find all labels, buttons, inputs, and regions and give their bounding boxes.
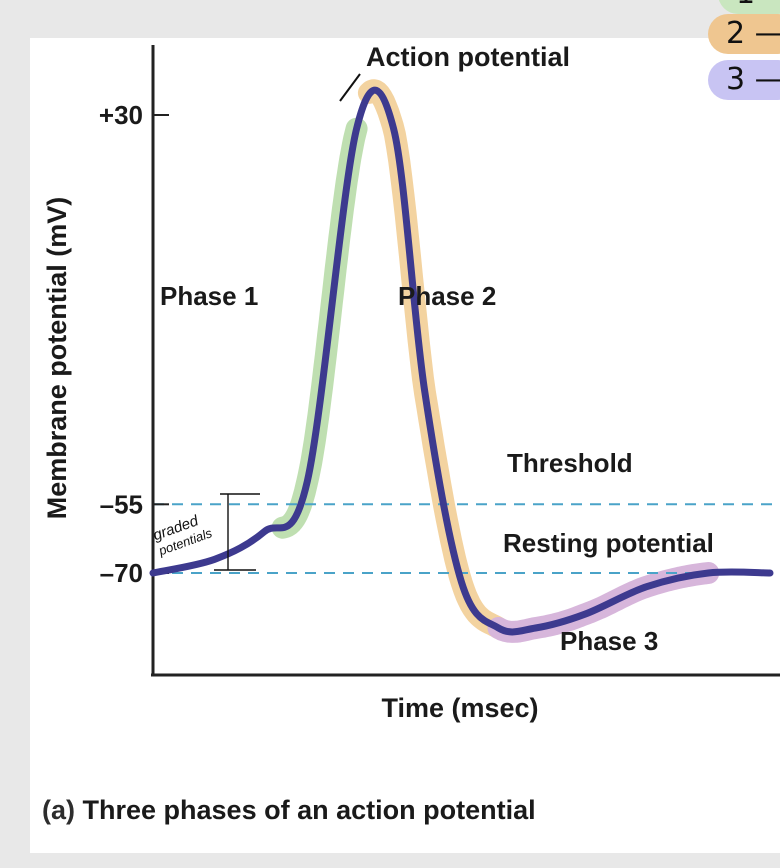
y-tick-label: –55 — [100, 489, 143, 519]
phase-band-2 — [357, 79, 510, 639]
phase-3-legend-pill: 3 — — [708, 60, 780, 100]
phase-3-legend-text: 3 — — [726, 62, 780, 97]
phase-3-label: Phase 3 — [560, 626, 658, 656]
y-axis-label: Membrane potential (mV) — [42, 197, 72, 520]
annotation-action-potential: Action potential — [366, 42, 570, 72]
graded-potentials-note: graded potentials — [151, 512, 215, 559]
phase-2-legend-pill: 2 — — [708, 14, 780, 54]
series-line-membrane-potential — [149, 86, 774, 636]
graded-potentials-bracket — [214, 493, 260, 571]
phase-2-label: Phase 2 — [398, 281, 496, 311]
y-tick-label: –70 — [100, 558, 143, 588]
phase-1-legend-text: 1 — — [736, 0, 780, 11]
y-ticks: +30 –55 –70 — [99, 100, 169, 588]
phase-2-legend-text: 2 — — [726, 16, 780, 51]
figure-caption: (a) Three phases of an action potential — [42, 795, 536, 826]
phase-1-label: Phase 1 — [160, 281, 258, 311]
caption-text: Three phases of an action potential — [82, 795, 536, 825]
caption-tag: (a) — [42, 795, 75, 825]
threshold-label: Threshold — [507, 448, 633, 478]
phase-1-legend-pill: 1 — — [718, 0, 780, 14]
resting-potential-label: Resting potential — [503, 528, 714, 558]
x-axis-label: Time (msec) — [381, 693, 538, 723]
annotation-leader — [339, 73, 361, 102]
reference-lines — [153, 503, 780, 574]
y-tick-label: +30 — [99, 100, 143, 130]
